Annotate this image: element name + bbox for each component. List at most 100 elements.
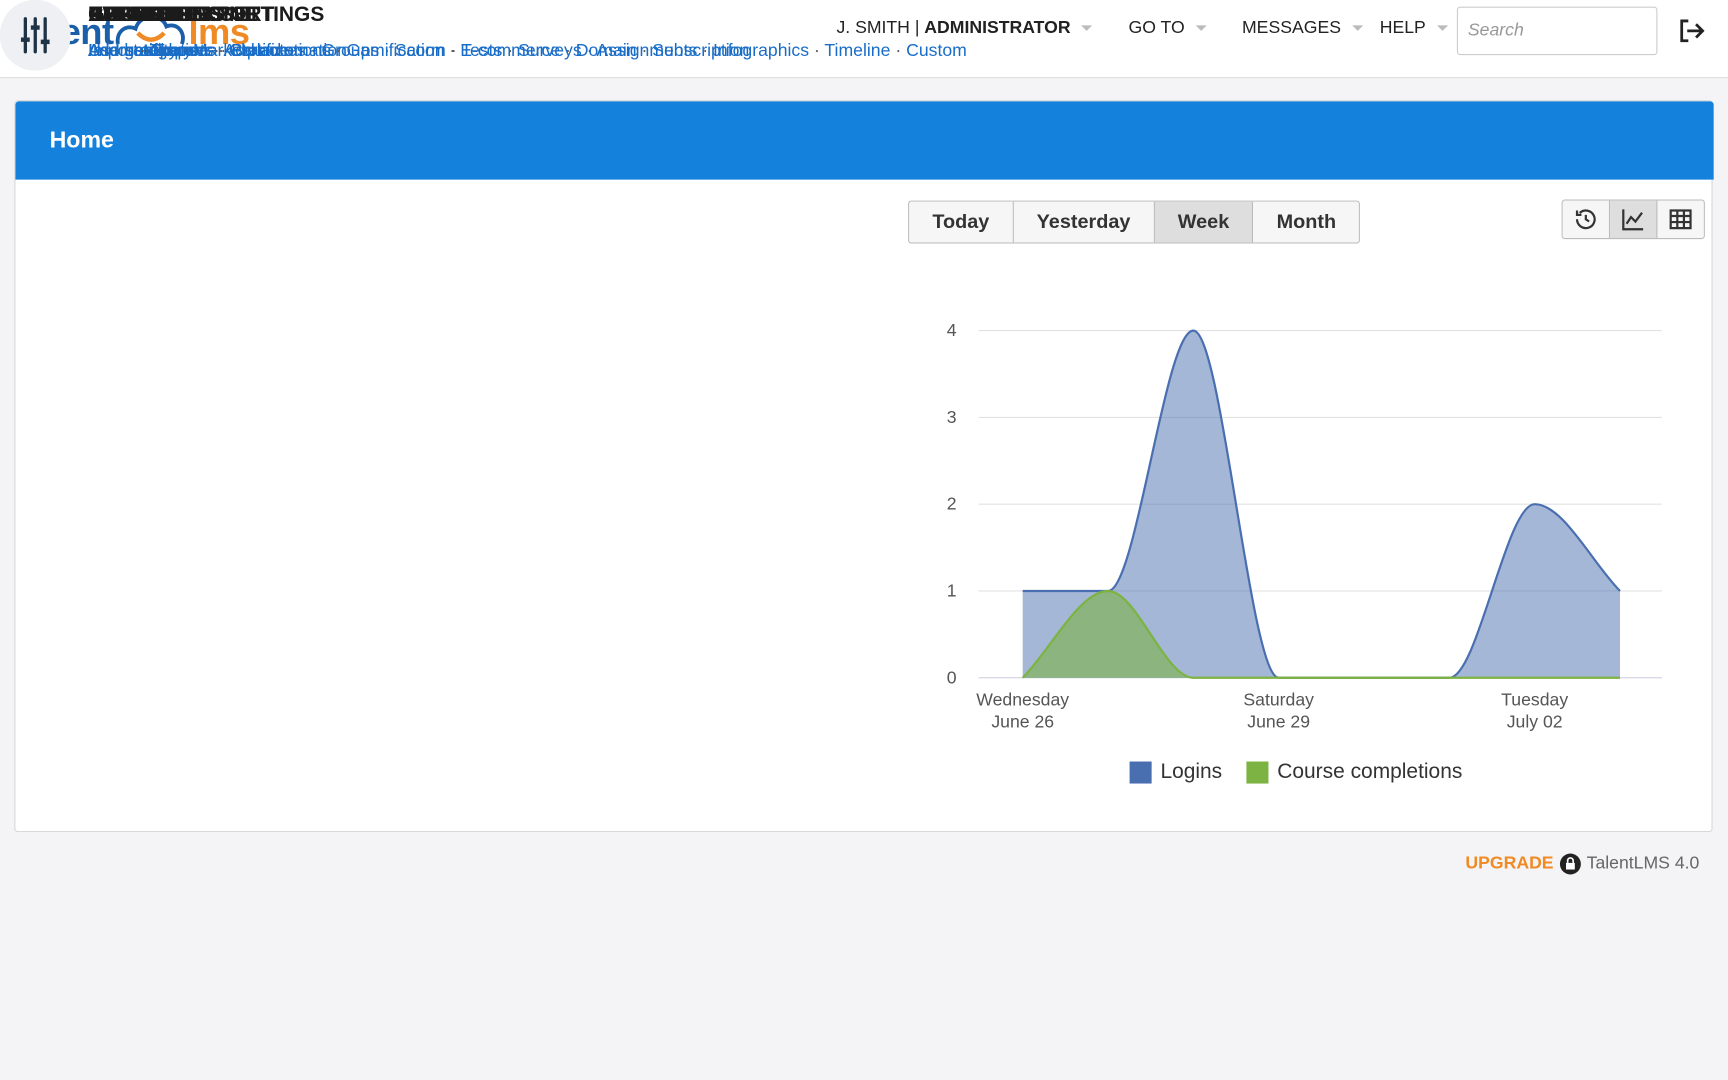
range-button[interactable]: Today — [909, 201, 1014, 243]
y-tick-label: 2 — [947, 494, 957, 514]
legend: Logins Course completions — [1129, 760, 1462, 784]
footer: UPGRADE TalentLMS 4.0 — [1465, 853, 1699, 875]
link[interactable]: Add branch — [88, 41, 179, 61]
table-button[interactable] — [1657, 200, 1704, 239]
range-button[interactable]: Yesterday — [1013, 201, 1155, 243]
messages-menu[interactable]: MESSAGES — [1241, 18, 1364, 39]
section-title: USER TYPES — [88, 3, 221, 27]
link[interactable]: Add category — [88, 41, 193, 61]
section-links: Add user type — [88, 35, 410, 67]
link[interactable]: Add automation — [223, 41, 347, 61]
panel-title: Home — [49, 127, 114, 154]
menu-label: MESSAGES — [1241, 18, 1341, 38]
link[interactable]: Gamification — [347, 42, 461, 61]
history-icon — [1575, 209, 1596, 230]
link[interactable]: Add course — [88, 42, 193, 61]
link[interactable]: Surveys — [518, 42, 596, 61]
link[interactable]: Branches — [231, 42, 321, 61]
legend-label: Logins — [1160, 760, 1223, 784]
upgrade-link[interactable]: UPGRADE — [1465, 854, 1554, 873]
icon-glyph — [20, 17, 50, 54]
link[interactable]: Marketplace — [193, 41, 290, 61]
lock-icon — [1559, 853, 1581, 875]
link[interactable]: Groups — [321, 42, 394, 61]
y-tick-label: 1 — [947, 580, 957, 600]
version: TalentLMS 4.0 — [1586, 854, 1700, 873]
legend-label: Course completions — [1277, 760, 1463, 784]
link[interactable]: Assignments — [596, 42, 713, 61]
series-area — [1022, 330, 1620, 678]
menu-label: GO TO — [1128, 18, 1185, 38]
section-links: Add group — [88, 35, 410, 67]
user-role: ADMINISTRATOR — [924, 18, 1071, 38]
legend-swatch — [1129, 761, 1152, 784]
logo-cloud — [115, 14, 185, 45]
goto-menu[interactable]: GO TO — [1128, 18, 1207, 39]
series-line — [1021, 589, 1620, 679]
link[interactable]: Certifications — [229, 42, 347, 61]
section-title: BRANCHES — [88, 3, 207, 27]
section-links: Add courseMarketplace — [88, 35, 410, 67]
link[interactable]: Add user — [88, 41, 159, 61]
link[interactable]: Courses — [150, 42, 231, 61]
link[interactable]: Custom — [906, 41, 967, 61]
link[interactable]: Tests — [461, 42, 518, 61]
history-button[interactable] — [1562, 200, 1611, 239]
section-title: USERS — [88, 3, 161, 27]
x-tick-label: Saturday June 29 — [1243, 690, 1314, 732]
link[interactable]: Users — [88, 42, 149, 61]
section-title: COURSES — [88, 3, 192, 27]
link[interactable]: Domain — [576, 42, 652, 61]
user-name: J. SMITH — [836, 18, 910, 38]
range-button[interactable]: Week — [1154, 201, 1254, 243]
user-menu[interactable]: J. SMITH | ADMINISTRATOR — [836, 18, 1093, 39]
section-links: Add category — [88, 35, 410, 67]
chart: 0 1 2 3 4 — [947, 320, 1662, 687]
link[interactable]: Infographics — [713, 42, 824, 61]
range-button[interactable]: Month — [1253, 201, 1360, 243]
legend-item[interactable]: Course completions — [1246, 760, 1462, 784]
panel-header: Home — [15, 101, 1714, 180]
y-tick-label: 4 — [947, 320, 957, 340]
legend-item[interactable]: Logins — [1129, 760, 1223, 784]
x-tick-label: Tuesday July 02 — [1501, 690, 1569, 732]
section-title: EVENTS ENGINE — [88, 3, 259, 27]
link[interactable]: Import — [88, 42, 154, 61]
link[interactable]: Export — [153, 41, 205, 61]
link[interactable]: Timeline — [824, 42, 906, 61]
link[interactable]: Subscription — [652, 41, 750, 61]
chart-button[interactable] — [1610, 200, 1658, 239]
logo-text: lms — [188, 11, 250, 52]
x-tick-label: Wednesday June 26 — [976, 690, 1070, 732]
section-links: UsersCoursesBranchesGroupsScormTestsSurv… — [88, 35, 967, 67]
chart-icon — [1622, 209, 1644, 231]
section-links: Add notificationAdd automation — [88, 35, 410, 67]
legend-swatch — [1246, 761, 1269, 784]
home-panel: Home — [14, 100, 1714, 833]
link[interactable]: Add group — [88, 41, 170, 61]
section-links: Add branch — [88, 35, 410, 67]
link[interactable]: Themes — [150, 42, 229, 61]
search-input[interactable]: Search — [1456, 6, 1658, 56]
table-icon — [1669, 209, 1692, 230]
menu-label: HELP — [1379, 18, 1426, 38]
section-links: Add user — [88, 35, 410, 67]
section-title: CATEGORIES — [88, 3, 226, 27]
help-menu[interactable]: HELP — [1380, 19, 1448, 39]
link[interactable]: Add notification — [88, 42, 223, 61]
series-area — [1022, 590, 1620, 678]
section-title: REPORTS — [88, 3, 190, 27]
link[interactable]: Users — [88, 42, 150, 61]
link[interactable]: Add user type — [88, 41, 197, 61]
section-icon — [0, 0, 71, 71]
link[interactable]: Scorm — [395, 42, 461, 61]
section-links: ImportExport — [88, 35, 410, 67]
link[interactable]: E-commerce — [460, 42, 576, 61]
chart-tools — [1561, 199, 1705, 240]
y-tick-label: 0 — [947, 667, 957, 687]
y-tick-label: 3 — [947, 407, 957, 427]
logout-icon[interactable] — [1677, 18, 1706, 44]
section-title: GROUPS — [88, 3, 179, 27]
section-title: IMPORT - EXPORT — [88, 3, 275, 27]
